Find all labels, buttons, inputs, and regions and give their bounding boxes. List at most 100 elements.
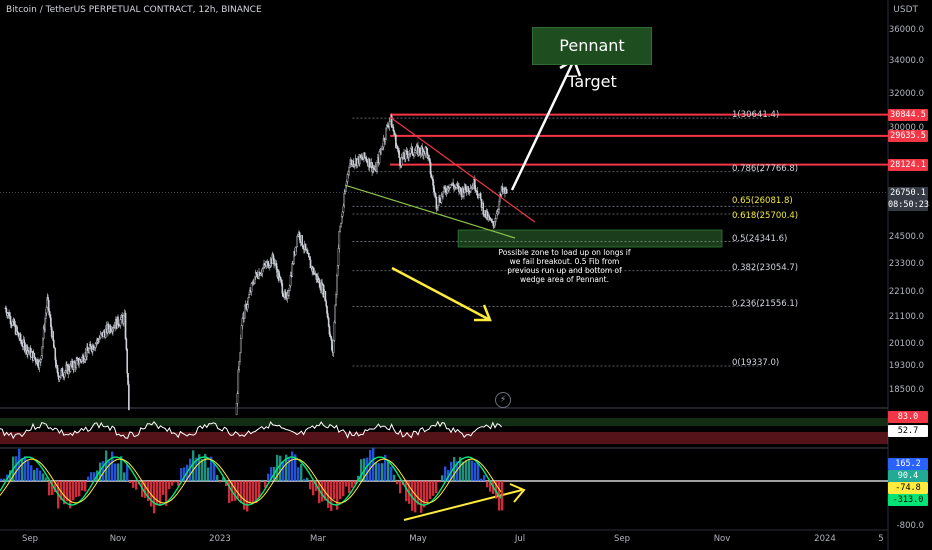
histogram-bar	[66, 481, 69, 502]
candle	[437, 205, 439, 208]
histogram-bar	[462, 461, 465, 481]
candle	[330, 336, 332, 340]
candle	[254, 276, 256, 284]
histogram-bar	[219, 481, 222, 483]
histogram-bar	[441, 475, 444, 481]
histogram-bar	[9, 470, 12, 481]
histogram-bar	[264, 481, 267, 488]
histogram-bar	[144, 481, 147, 498]
candle	[467, 186, 469, 192]
candle	[54, 348, 57, 361]
histogram-bar	[420, 481, 423, 513]
candle	[61, 368, 64, 376]
histogram-bar	[426, 481, 429, 503]
candle	[428, 158, 431, 163]
histogram-bar	[306, 477, 309, 481]
histogram-bar	[447, 470, 450, 481]
fast-line	[0, 458, 502, 504]
histogram-bar	[117, 463, 120, 481]
trend-lines	[345, 116, 536, 239]
histogram-bar	[459, 457, 462, 481]
histogram-bar	[330, 481, 333, 512]
candle	[68, 365, 70, 371]
fib-level-label: 0(19337.0)	[732, 357, 780, 368]
histogram-bar	[399, 481, 402, 494]
candle	[443, 186, 446, 189]
candle	[368, 158, 371, 168]
histogram-bar	[180, 467, 183, 481]
candle	[356, 159, 359, 166]
histogram-bar	[201, 459, 204, 481]
date-tick-label: Jul	[514, 534, 526, 544]
candle	[88, 348, 90, 354]
histogram-bar	[339, 481, 342, 500]
candle	[318, 279, 321, 288]
histogram-bar	[438, 481, 441, 483]
candle	[56, 365, 59, 373]
candle	[430, 173, 433, 178]
candle	[16, 326, 18, 332]
candle	[438, 197, 441, 203]
candle	[392, 126, 395, 132]
candle	[90, 346, 93, 351]
candle	[313, 268, 315, 275]
indicator-axis-label: 52.7	[888, 425, 928, 437]
date-tick-label: Nov	[109, 534, 127, 544]
candle	[297, 234, 299, 237]
histogram-bar	[480, 478, 483, 481]
histogram-bar	[42, 473, 45, 481]
signal-line	[0, 456, 502, 506]
candle	[296, 236, 299, 247]
candle	[127, 373, 129, 385]
histogram-bar	[366, 457, 369, 481]
histogram-bar	[213, 463, 216, 481]
price-tick-label: 36000.0	[888, 25, 924, 35]
histogram-bar	[255, 481, 258, 503]
candle	[421, 146, 423, 150]
candle	[281, 282, 284, 294]
candle	[490, 219, 493, 222]
candle	[121, 314, 123, 318]
date-tick-label: Sep	[21, 534, 39, 544]
histogram-bar	[51, 481, 54, 495]
price-tick-label: 30000.0	[888, 123, 924, 133]
candle	[6, 313, 9, 316]
histogram-bar	[270, 467, 273, 481]
histogram-bar	[192, 450, 195, 481]
histogram-bar	[297, 467, 300, 481]
candle	[340, 222, 342, 227]
histogram-bar	[384, 454, 387, 481]
candle	[45, 312, 47, 319]
histogram-bar	[414, 481, 417, 513]
candle	[107, 324, 110, 330]
candle	[380, 148, 382, 153]
candle	[19, 333, 22, 341]
breakout-arrow	[510, 59, 576, 191]
candle	[34, 358, 37, 363]
candle	[282, 293, 284, 297]
histogram-bar	[204, 453, 207, 481]
lightning-icon[interactable]: ⚡	[495, 392, 511, 408]
candle	[256, 273, 259, 278]
histogram-bar	[465, 460, 468, 481]
histogram-bar	[375, 462, 378, 481]
chart-title: Bitcoin / TetherUS PERPETUAL CONTRACT, 1…	[6, 5, 262, 15]
histogram-bar	[249, 481, 252, 504]
candle	[395, 134, 397, 148]
histogram-bar	[279, 455, 282, 481]
candle	[237, 369, 240, 394]
arrows	[391, 58, 582, 521]
histogram-bar	[105, 450, 108, 481]
candle	[308, 253, 310, 258]
candle	[255, 272, 258, 275]
candle	[335, 294, 337, 306]
candle	[396, 146, 399, 150]
date-tick-label: Sep	[613, 534, 631, 544]
histogram-bar	[483, 475, 486, 481]
histogram-bar	[48, 481, 51, 496]
candle	[41, 346, 44, 356]
histogram-bar	[33, 470, 36, 481]
candle	[262, 267, 264, 270]
histogram-bar	[318, 481, 321, 504]
